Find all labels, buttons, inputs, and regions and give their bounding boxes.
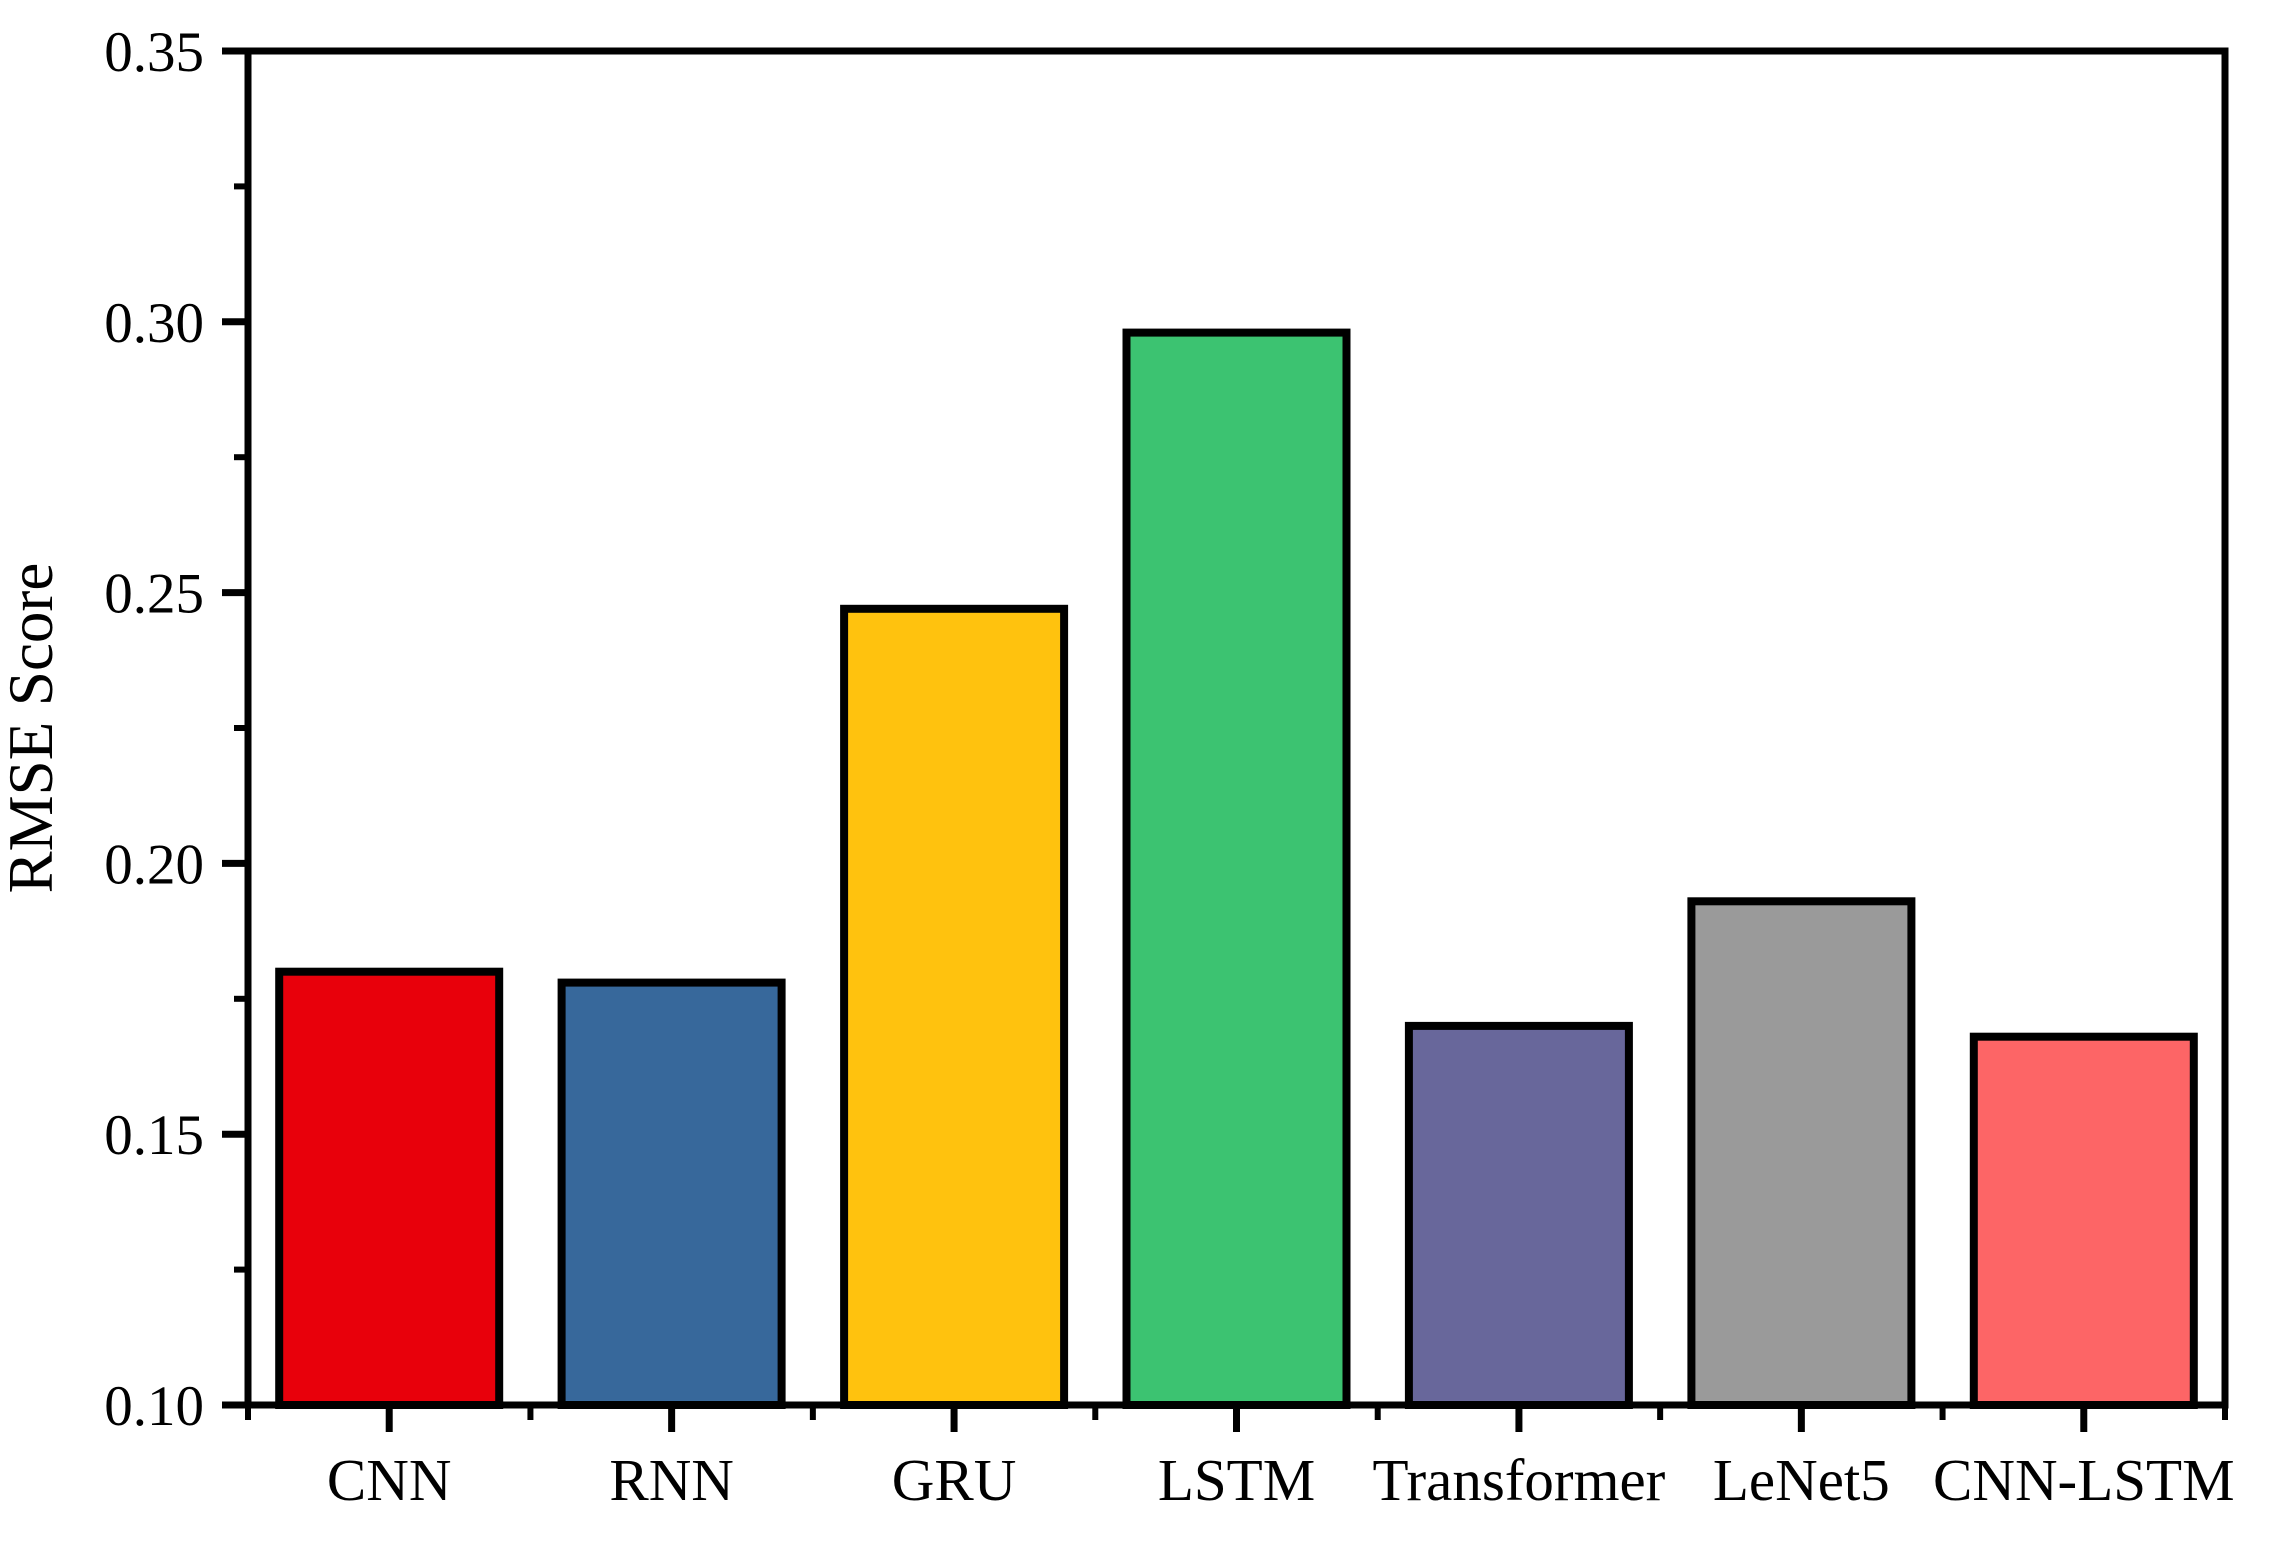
y-axis-title: RMSE Score [0, 563, 66, 894]
x-tick-label: Transformer [1373, 1447, 1666, 1513]
y-tick-label: 0.30 [104, 292, 204, 355]
bar-lstm [1122, 328, 1351, 1410]
bar-cnn-lstm [1969, 1032, 2198, 1409]
bar-rnn [557, 978, 786, 1409]
y-tick-label: 0.35 [104, 21, 204, 84]
x-tick-label: GRU [892, 1447, 1017, 1513]
bar-cnn [275, 967, 504, 1409]
bar-lenet5 [1687, 897, 1916, 1409]
y-tick-label: 0.15 [104, 1104, 204, 1167]
bar-transformer [1404, 1021, 1633, 1410]
bar-gru [840, 604, 1069, 1409]
x-tick-label: CNN [327, 1447, 452, 1513]
y-tick-label: 0.10 [104, 1375, 204, 1438]
y-tick-label: 0.20 [104, 833, 204, 896]
bars-group [275, 328, 2198, 1410]
x-tick-label: LSTM [1158, 1447, 1315, 1513]
x-tick-label: LeNet5 [1713, 1447, 1890, 1513]
x-tick-label: RNN [609, 1447, 734, 1513]
x-tick-label: CNN-LSTM [1933, 1447, 2235, 1513]
y-axis-group: 0.10 0.15 0.20 0.25 0.30 0.35 [104, 21, 248, 1438]
x-axis-group: CNN RNN GRU LSTM Transformer LeNet5 CNN-LSTM [245, 1405, 2235, 1513]
y-tick-label: 0.25 [104, 563, 204, 626]
